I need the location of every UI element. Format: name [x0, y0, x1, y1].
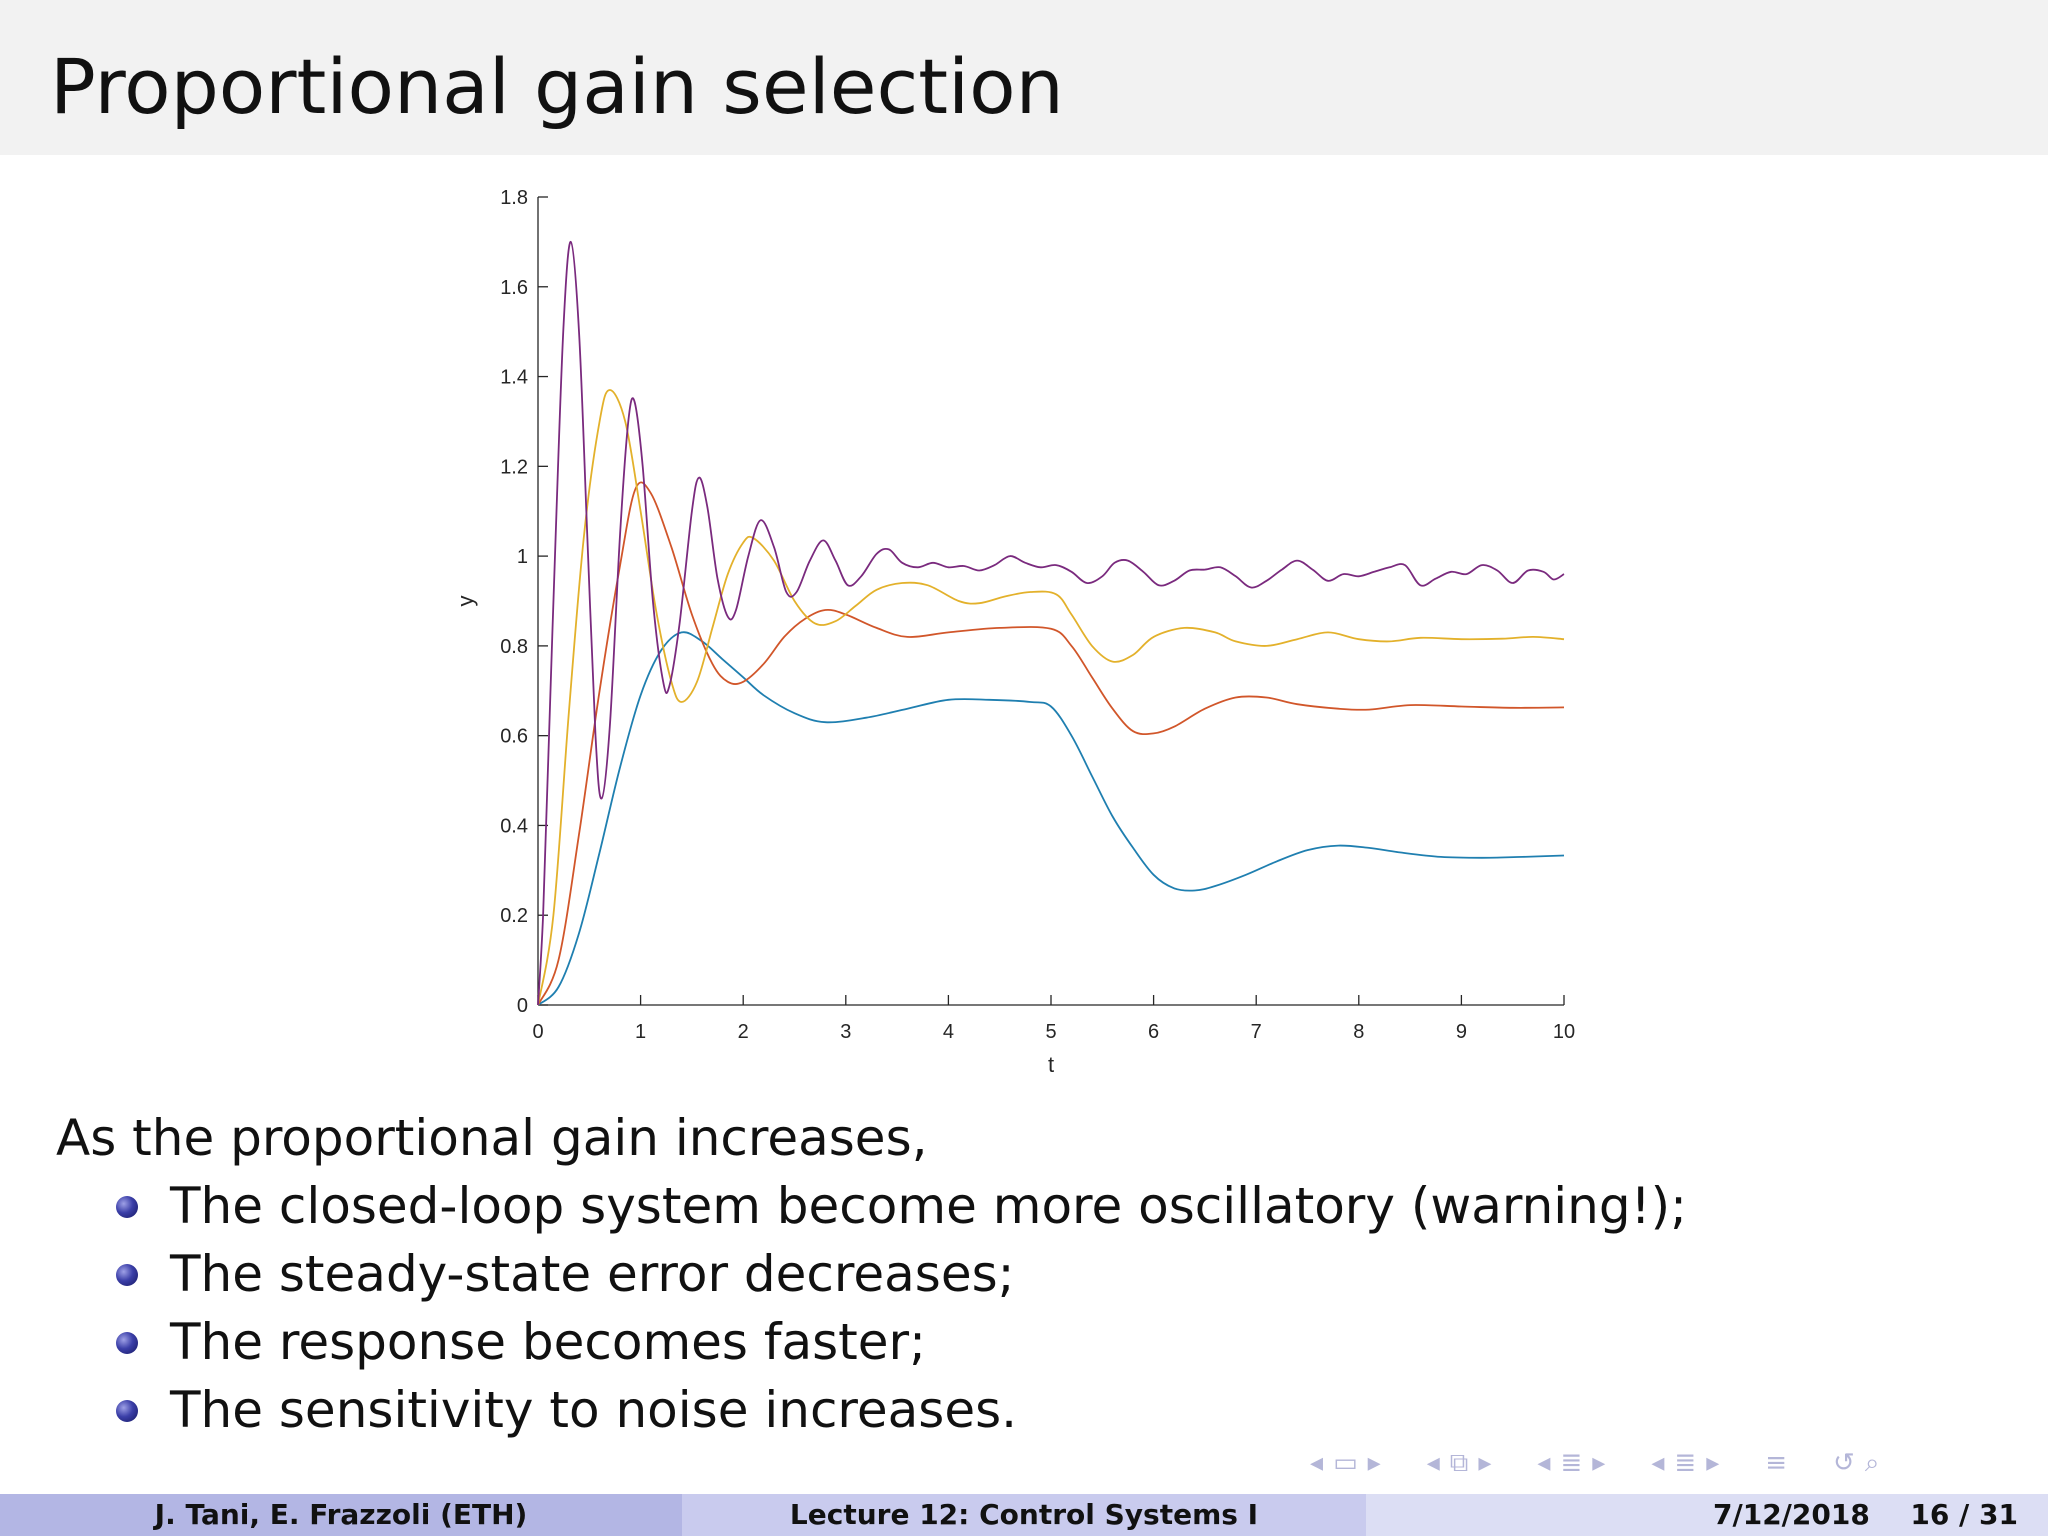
bullet-text: The steady-state error decreases;: [170, 1245, 1015, 1303]
slides-icon[interactable]: ⧉: [1449, 1447, 1469, 1478]
nav-left-icon[interactable]: ◂: [1426, 1448, 1440, 1478]
undo-icon[interactable]: ↺: [1833, 1448, 1855, 1478]
bullet-icon: [116, 1332, 138, 1354]
footer-authors: J. Tani, E. Frazzoli (ETH): [0, 1494, 682, 1536]
bullet-text: The sensitivity to noise increases.: [170, 1381, 1018, 1439]
y-tick-label: 1.4: [500, 367, 528, 389]
intro-text: As the proportional gain increases,: [56, 1109, 928, 1167]
y-tick-label: 0: [517, 995, 528, 1017]
bullet-item: The sensitivity to noise increases.: [110, 1376, 1687, 1444]
slide-footer: J. Tani, E. Frazzoli (ETH) Lecture 12: C…: [0, 1494, 2048, 1536]
x-tick-label: 1: [635, 1021, 646, 1043]
subsection-icon[interactable]: ≣: [1674, 1448, 1697, 1478]
x-tick-label: 0: [532, 1021, 543, 1043]
y-axis-label: y: [453, 596, 478, 607]
search-icon[interactable]: ⌕: [1864, 1447, 1880, 1478]
bullet-icon: [116, 1264, 138, 1286]
bullet-icon: [116, 1196, 138, 1218]
nav-right-icon[interactable]: ▸: [1367, 1448, 1381, 1478]
y-tick-label: 1.8: [500, 187, 528, 209]
bullet-item: The closed-loop system become more oscil…: [110, 1172, 1687, 1240]
nav-right-icon[interactable]: ▸: [1706, 1448, 1720, 1478]
nav-left-icon[interactable]: ◂: [1651, 1448, 1665, 1478]
bullet-list: The closed-loop system become more oscil…: [110, 1172, 1687, 1444]
series-line-3: [537, 389, 1565, 1006]
y-tick-label: 0.6: [500, 726, 528, 748]
x-tick-label: 2: [738, 1021, 749, 1043]
nav-right-icon[interactable]: ▸: [1478, 1448, 1492, 1478]
y-tick-label: 1.2: [500, 456, 528, 478]
x-tick-label: 10: [1553, 1021, 1575, 1043]
slide-header: Proportional gain selection: [0, 0, 2048, 155]
x-tick-label: 8: [1353, 1021, 1364, 1043]
y-tick-label: 0.8: [500, 636, 528, 658]
y-tick-label: 0.4: [500, 815, 528, 837]
frame-icon[interactable]: ▭: [1333, 1448, 1358, 1478]
footer-page-number: 16 / 31: [1910, 1498, 2018, 1531]
step-response-chart: 0 1 2 3 4 5 6 7 8 9 10 0 0.2 0.4 0.6 0.8 1 1.2 1.4 1.6 1.8 t y: [453, 187, 1575, 1077]
nav-right-icon[interactable]: ▸: [1592, 1448, 1606, 1478]
y-tick-label: 1.6: [500, 277, 528, 299]
footer-lecture: Lecture 12: Control Systems I: [682, 1494, 1366, 1536]
x-axis-label: t: [1048, 1052, 1054, 1077]
x-tick-label: 6: [1148, 1021, 1159, 1043]
footer-right: 7/12/2018 16 / 31: [1366, 1494, 2048, 1536]
y-tick-label: 1: [517, 546, 528, 568]
bullet-item: The steady-state error decreases;: [110, 1240, 1687, 1308]
y-tick-label: 0.2: [500, 905, 528, 927]
nav-left-icon[interactable]: ◂: [1537, 1448, 1551, 1478]
x-tick-label: 3: [840, 1021, 851, 1043]
series-line-2: [537, 481, 1565, 1006]
x-tick-label: 7: [1251, 1021, 1262, 1043]
x-tick-label: 4: [943, 1021, 954, 1043]
bullet-item: The response becomes faster;: [110, 1308, 1687, 1376]
bullet-text: The response becomes faster;: [170, 1313, 926, 1371]
x-tick-label: 5: [1045, 1021, 1056, 1043]
series-line-4: [537, 240, 1565, 1006]
x-tick-label: 9: [1456, 1021, 1467, 1043]
series-line-1: [537, 631, 1565, 1006]
slide-title: Proportional gain selection: [50, 42, 1064, 131]
beamer-navigation: ◂ ▭ ▸ ◂ ⧉ ▸ ◂ ≣ ▸ ◂ ≣ ▸ ≡ ↺ ⌕: [1310, 1447, 1880, 1479]
align-icon[interactable]: ≡: [1765, 1448, 1788, 1478]
section-icon[interactable]: ≣: [1560, 1448, 1583, 1478]
nav-left-icon[interactable]: ◂: [1310, 1448, 1324, 1478]
footer-date: 7/12/2018: [1713, 1498, 1870, 1531]
bullet-text: The closed-loop system become more oscil…: [170, 1177, 1687, 1235]
bullet-icon: [116, 1400, 138, 1422]
